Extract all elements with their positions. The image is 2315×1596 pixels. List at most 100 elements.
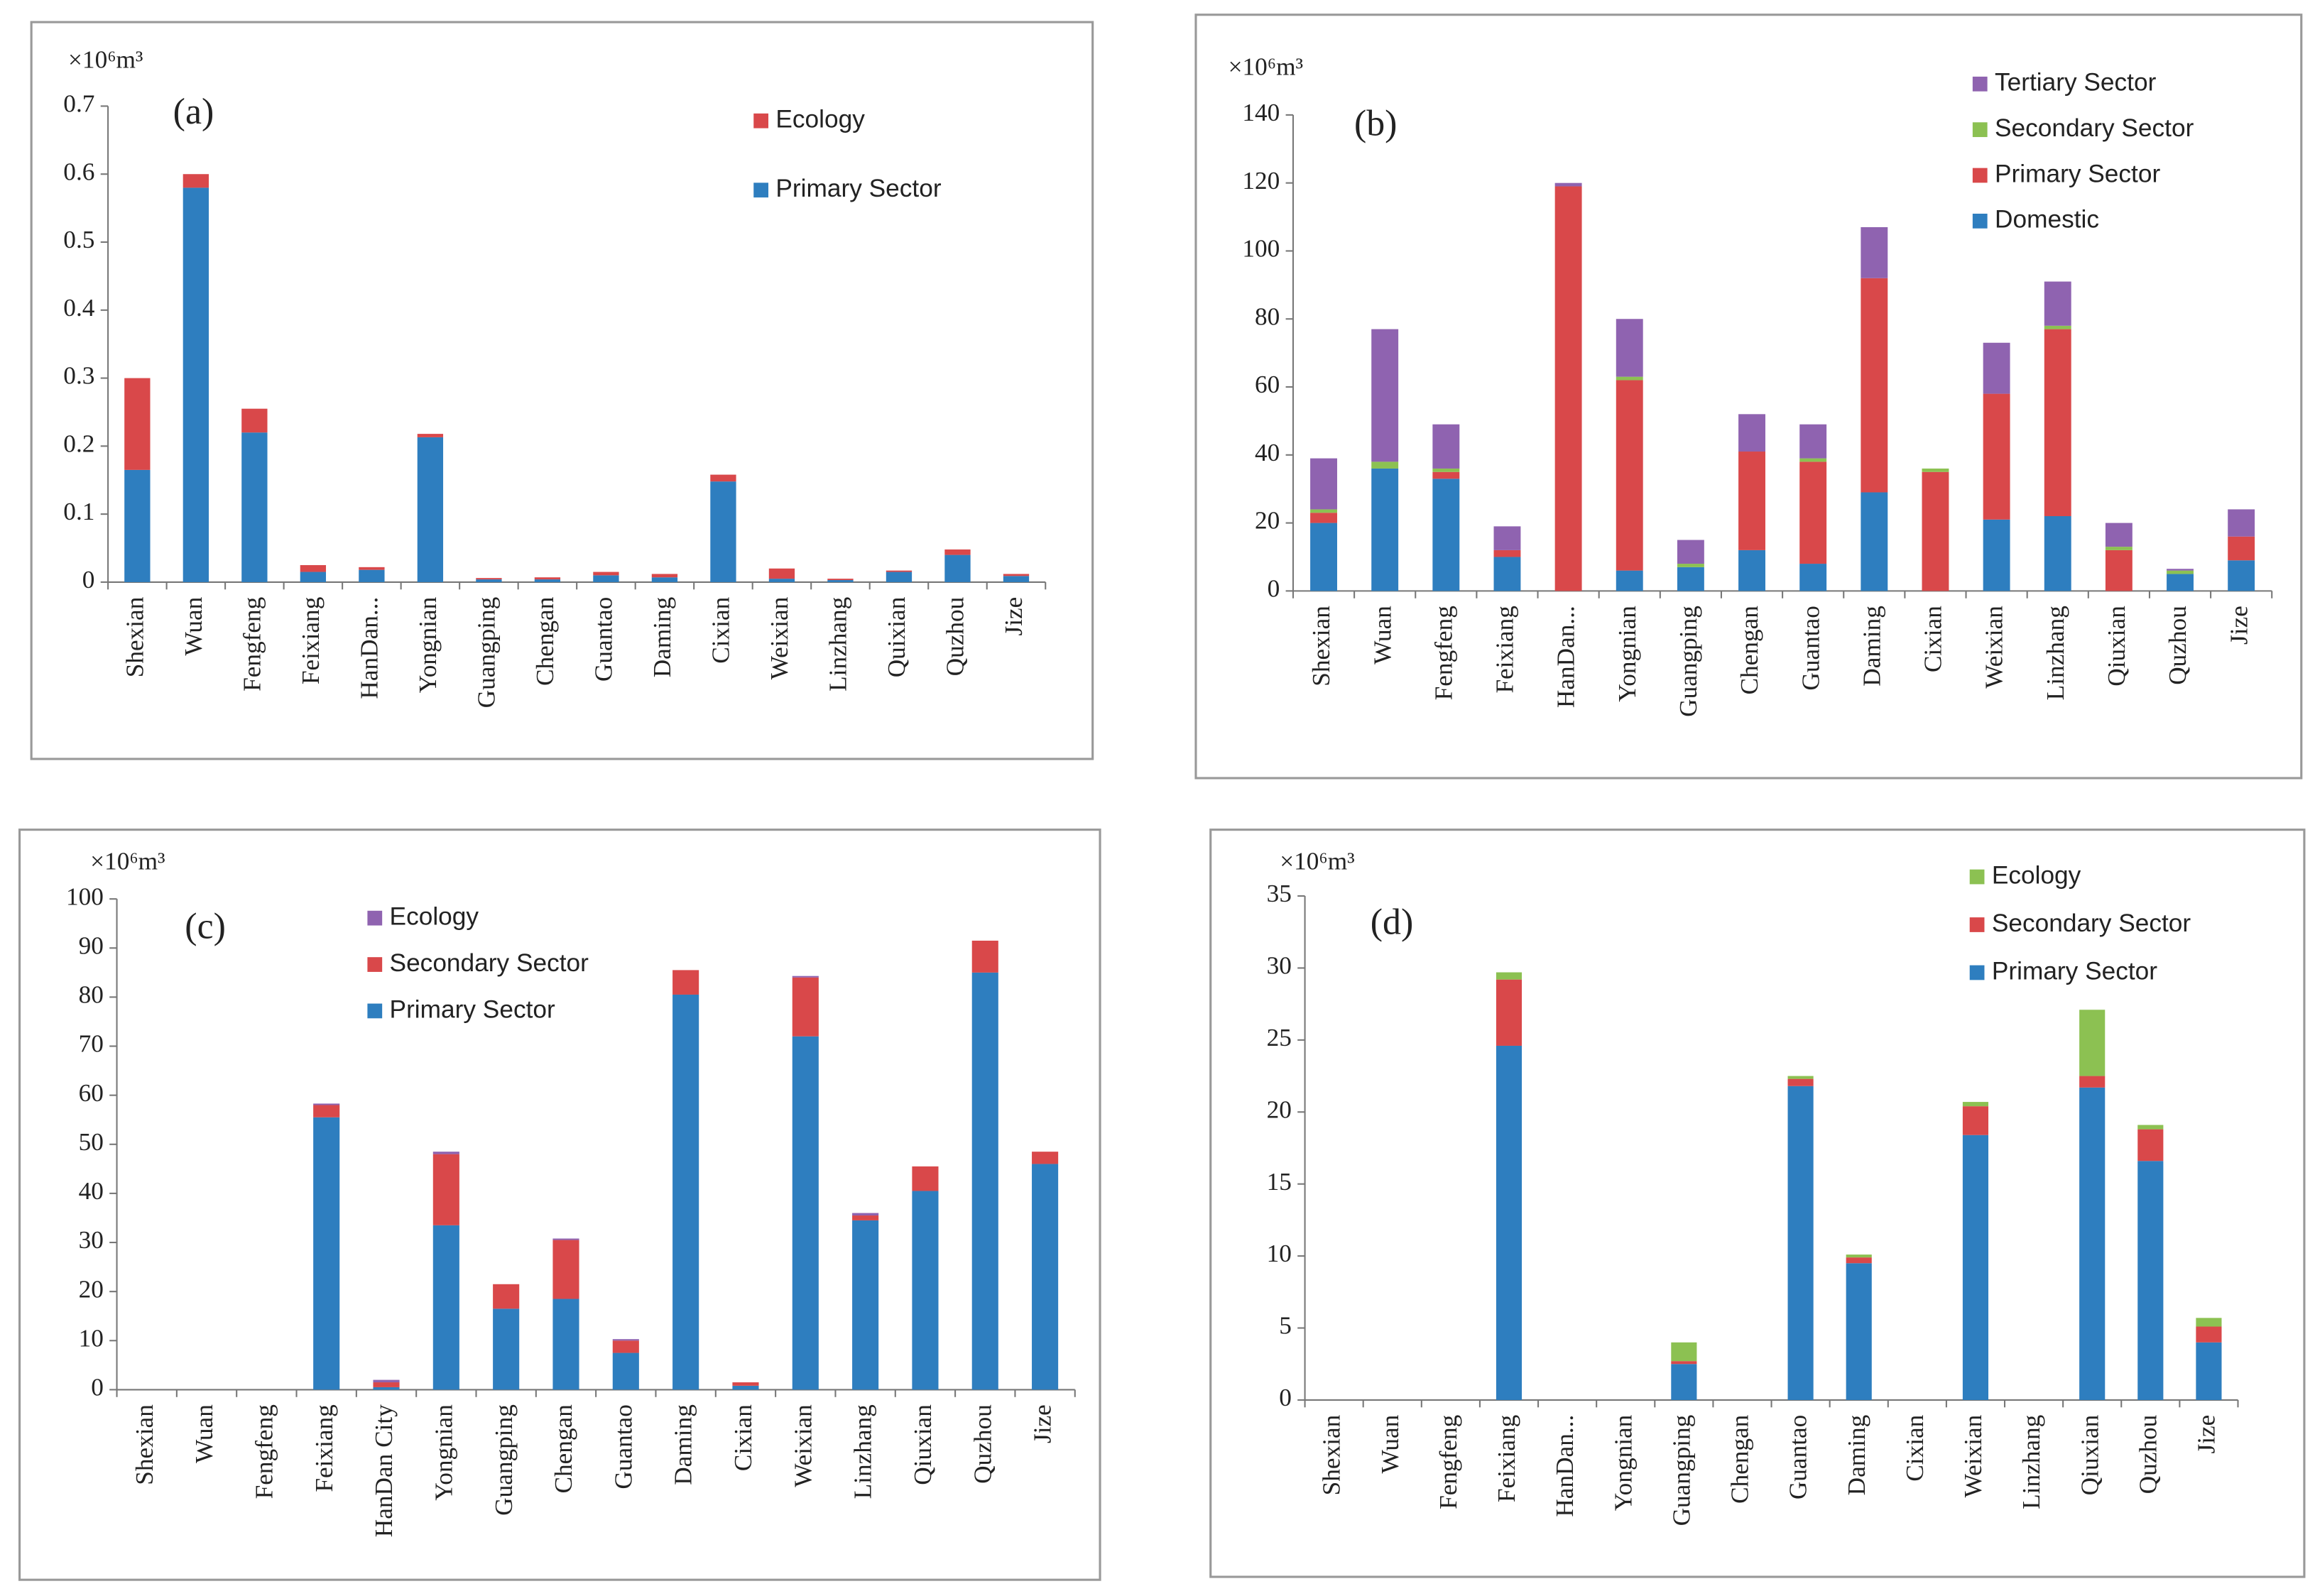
x-tick-label: Guangping [1674, 606, 1702, 717]
y-tick-label: 0.5 [63, 226, 94, 253]
y-tick-label: 25 [1267, 1024, 1292, 1051]
bar-segment [1922, 468, 1949, 472]
bar-segment [1032, 1152, 1059, 1164]
x-tick-label: Linzhang [824, 597, 852, 692]
bar-segment [1846, 1257, 1872, 1264]
legend-label: Ecology [775, 106, 865, 133]
bar-segment [1962, 1106, 1989, 1135]
y-tick-label: 0.6 [63, 158, 94, 185]
bar-segment [971, 972, 998, 1390]
legend-swatch [1972, 122, 1988, 138]
x-tick-label: Guangping [472, 597, 500, 709]
bar-segment [2105, 523, 2132, 547]
bar-segment [1983, 393, 2010, 520]
bar-segment [2167, 569, 2194, 571]
bar-segment [1799, 461, 1827, 564]
y-tick-label: 5 [1279, 1312, 1292, 1340]
y-tick-label: 30 [1267, 952, 1292, 980]
bar-segment [1432, 471, 1460, 479]
panel-frame [1209, 829, 2306, 1578]
bar-segment [552, 1238, 579, 1240]
x-tick-label: Qiuxian [2076, 1414, 2103, 1495]
chart-panel: 0 20 40 60 80 100 120 140 Shexian Wuan Fengfeng Fei… [1194, 13, 2303, 780]
bar-segment [2137, 1161, 2164, 1400]
bar-segment [432, 1154, 459, 1225]
bar-segment [792, 977, 819, 1037]
x-tick-label: Feixiang [297, 597, 325, 684]
bar-segment [1846, 1255, 1872, 1258]
bar-segment [2137, 1129, 2164, 1162]
bar-segment [2228, 536, 2255, 561]
bar-segment [1799, 424, 1827, 459]
bar-segment [827, 579, 854, 581]
x-tick-label: Guantao [1785, 1415, 1812, 1499]
bar-segment [710, 481, 736, 582]
bar-segment [2105, 547, 2132, 550]
x-tick-label: Quzhou [969, 1404, 996, 1484]
bar-segment [183, 187, 209, 582]
x-tick-label: HanDan... [1552, 606, 1580, 708]
y-tick-label: 35 [1267, 880, 1292, 907]
x-tick-label: Jize [2225, 606, 2253, 645]
bar-segment [2079, 1010, 2106, 1076]
x-tick-label: Chengan [1736, 606, 1763, 695]
x-tick-label: Chengan [531, 596, 559, 686]
y-unit-label: ×10⁶m³ [1229, 53, 1303, 81]
bar-segment [1671, 1342, 1697, 1362]
x-tick-label: Guangping [1667, 1415, 1695, 1526]
bar-segment [1496, 1045, 1523, 1400]
x-tick-label: Quixian [883, 596, 910, 677]
chart-panel: 0 5 10 15 20 25 30 35 Shexian Wuan Fengfeng Feixian… [1209, 829, 2306, 1578]
bar-segment [593, 575, 619, 582]
bar-segment [359, 567, 385, 570]
legend-swatch [753, 182, 769, 198]
y-tick-label: 90 [79, 931, 104, 959]
legend-swatch [1972, 168, 1988, 183]
bar-segment [2196, 1326, 2222, 1343]
bar-segment [1861, 278, 1888, 493]
bar-segment [1983, 519, 2010, 591]
y-tick-label: 0 [1268, 574, 1280, 602]
bar-segment [241, 432, 268, 582]
bar-segment [476, 578, 502, 580]
x-tick-label: Yongnian [430, 1404, 457, 1501]
y-tick-label: 40 [79, 1177, 104, 1205]
bar-segment [1554, 186, 1582, 591]
bar-segment [1432, 479, 1460, 591]
y-tick-label: 100 [1242, 235, 1280, 263]
bar-segment [1738, 452, 1765, 550]
x-tick-label: Linzhang [2017, 1415, 2045, 1509]
bar-segment [1310, 509, 1337, 513]
bar-segment [476, 579, 502, 582]
x-tick-label: Daming [670, 1404, 697, 1485]
x-tick-label: Weixian [1981, 606, 2008, 689]
bar-segment [1677, 540, 1704, 564]
x-tick-label: Wuan [190, 1404, 218, 1463]
bar-segment [1671, 1361, 1697, 1365]
legend-swatch [367, 957, 383, 972]
bar-segment [1616, 376, 1643, 381]
bar-segment [827, 580, 854, 582]
bar-segment [1677, 567, 1704, 591]
bar-segment [612, 1352, 639, 1390]
bar-segment [2228, 560, 2255, 591]
legend-label: Ecology [390, 902, 479, 930]
bar-segment [2196, 1342, 2222, 1400]
x-tick-label: Fengfeng [1434, 1415, 1462, 1509]
legend-swatch [753, 113, 769, 129]
bar-segment [1496, 979, 1523, 1046]
bar-segment [768, 579, 795, 582]
y-tick-label: 80 [79, 981, 104, 1009]
x-tick-label: Weixian [789, 1404, 817, 1487]
bar-segment [1738, 414, 1765, 452]
x-tick-label: Shexian [1307, 606, 1335, 687]
bar-segment [534, 577, 561, 580]
y-tick-label: 10 [79, 1324, 104, 1352]
x-tick-label: Wuan [1368, 606, 1396, 665]
bar-segment [552, 1299, 579, 1390]
x-tick-label: HanDan City [370, 1404, 398, 1537]
x-tick-label: Fengfeng [250, 1404, 278, 1499]
legend-swatch [367, 1003, 383, 1019]
